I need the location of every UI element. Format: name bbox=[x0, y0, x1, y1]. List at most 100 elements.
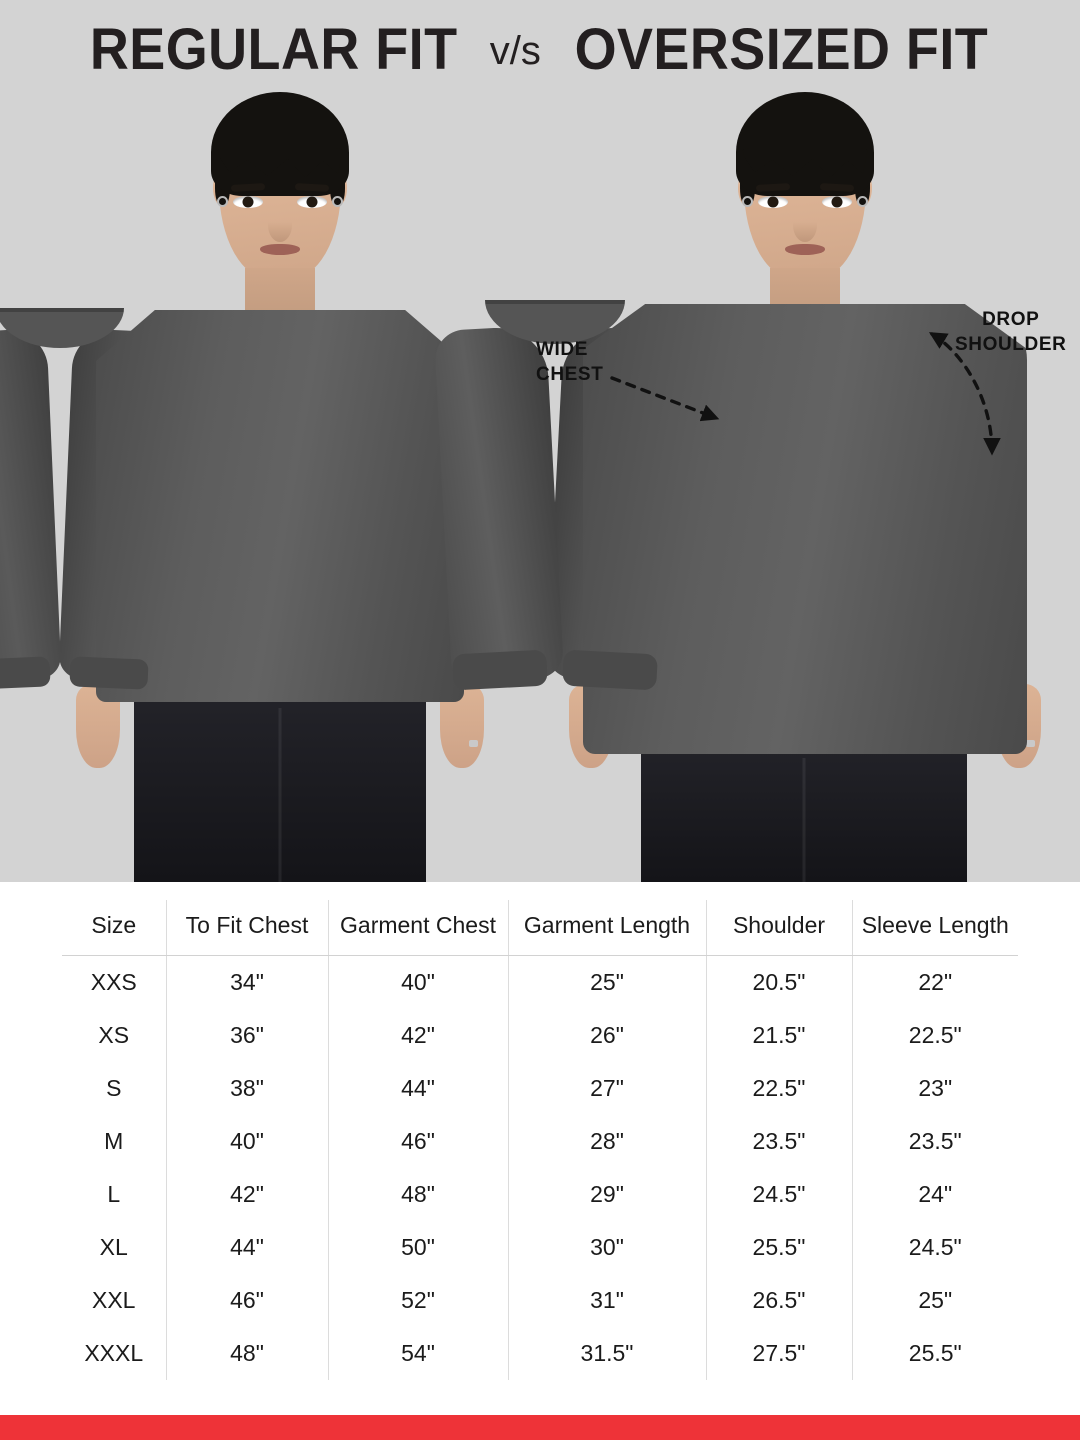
size-chart-table: Size To Fit Chest Garment Chest Garment … bbox=[62, 900, 1018, 1380]
jeans bbox=[134, 682, 426, 882]
jeans bbox=[641, 732, 967, 882]
cell-garment-chest: 46" bbox=[327, 1114, 508, 1168]
cell-to-fit-chest: 38" bbox=[165, 1061, 328, 1115]
cell-sleeve-length: 23.5" bbox=[851, 1114, 1018, 1168]
table-body: XXS 34" 40" 25" 20.5" 22" XS 36" 42" 26"… bbox=[62, 955, 1018, 1380]
shirt-body bbox=[96, 310, 464, 702]
cell-size: XL bbox=[99, 1233, 128, 1260]
cell-shoulder: 26.5" bbox=[705, 1273, 852, 1327]
cell-to-fit-chest: 46" bbox=[165, 1273, 328, 1327]
nose bbox=[793, 208, 817, 242]
cell-to-fit-chest: 48" bbox=[165, 1326, 328, 1380]
cell-to-fit-chest: 40" bbox=[165, 1114, 328, 1168]
finger-ring bbox=[1026, 740, 1035, 747]
cell-shoulder: 24.5" bbox=[705, 1167, 852, 1221]
annotation-arrows bbox=[610, 332, 1001, 456]
cell-sleeve-length: 23" bbox=[851, 1061, 1018, 1115]
cell-sleeve-length: 22.5" bbox=[851, 1008, 1018, 1062]
table-row: XL 44" 50" 30" 25.5" 24.5" bbox=[62, 1220, 1018, 1274]
eye-right bbox=[822, 196, 852, 208]
cell-size: XXL bbox=[92, 1286, 136, 1313]
title-regular-fit: REGULAR FIT bbox=[89, 17, 458, 82]
cell-garment-chest: 48" bbox=[327, 1167, 508, 1221]
pupil-left bbox=[767, 196, 779, 208]
model-head bbox=[730, 92, 880, 334]
cell-garment-length: 29" bbox=[507, 1167, 706, 1221]
cell-garment-chest: 40" bbox=[327, 955, 508, 1009]
cell-to-fit-chest: 36" bbox=[165, 1008, 328, 1062]
table-row: S 38" 44" 27" 22.5" 23" bbox=[62, 1061, 1018, 1115]
eye-right bbox=[297, 196, 327, 208]
hero-panel: REGULAR FIT v/s OVERSIZED FIT bbox=[0, 0, 1080, 882]
table-row: M 40" 46" 28" 23.5" 23.5" bbox=[62, 1114, 1018, 1168]
mouth bbox=[260, 244, 300, 255]
cell-size: L bbox=[107, 1180, 121, 1207]
cell-garment-chest: 44" bbox=[327, 1061, 508, 1115]
cell-sleeve-length: 25" bbox=[851, 1273, 1018, 1327]
wide-chest-label-line1: WIDE bbox=[536, 339, 589, 360]
cell-sleeve-length: 24" bbox=[851, 1167, 1018, 1221]
cell-garment-length: 25" bbox=[507, 955, 706, 1009]
cell-size: XS bbox=[98, 1021, 130, 1048]
cell-shoulder: 23.5" bbox=[705, 1114, 852, 1168]
title-versus-separator: v/s bbox=[489, 29, 541, 73]
cell-size: XXS bbox=[90, 968, 137, 995]
page-title: REGULAR FIT v/s OVERSIZED FIT bbox=[0, 16, 1080, 83]
cell-shoulder: 27.5" bbox=[705, 1326, 852, 1380]
bottom-accent-bar bbox=[0, 1415, 1080, 1440]
cell-garment-chest: 42" bbox=[327, 1008, 508, 1062]
cell-shoulder: 20.5" bbox=[705, 955, 852, 1009]
header-garment-length: Garment Length bbox=[507, 900, 706, 956]
nose bbox=[268, 208, 292, 242]
drop-shoulder-label: DROP SHOULDER bbox=[955, 308, 1066, 357]
table-header-row: Size To Fit Chest Garment Chest Garment … bbox=[62, 900, 1018, 956]
cell-garment-length: 30" bbox=[507, 1220, 706, 1274]
title-oversized-fit: OVERSIZED FIT bbox=[574, 17, 989, 82]
drop-shoulder-label-line2: SHOULDER bbox=[955, 333, 1067, 355]
mouth bbox=[785, 244, 825, 255]
table-row: XXXL 48" 54" 31.5" 27.5" 25.5" bbox=[62, 1326, 1018, 1380]
table-row: XXL 46" 52" 31" 26.5" 25" bbox=[62, 1273, 1018, 1327]
pupil-left bbox=[242, 196, 254, 208]
header-sleeve-length: Sleeve Length bbox=[851, 900, 1018, 956]
table-row: XXS 34" 40" 25" 20.5" 22" bbox=[62, 955, 1018, 1009]
earring-left bbox=[742, 196, 753, 207]
cell-shoulder: 22.5" bbox=[705, 1061, 852, 1115]
wide-chest-arrow bbox=[610, 376, 720, 422]
regular-fit-model bbox=[0, 92, 500, 882]
header-to-fit-chest: To Fit Chest bbox=[165, 900, 328, 956]
cell-garment-length: 31.5" bbox=[507, 1326, 706, 1380]
cell-size: M bbox=[104, 1127, 124, 1154]
cell-garment-length: 28" bbox=[507, 1114, 706, 1168]
cell-sleeve-length: 22" bbox=[851, 955, 1018, 1009]
header-shoulder: Shoulder bbox=[705, 900, 852, 956]
drop-shoulder-arrow bbox=[928, 332, 1001, 456]
cell-garment-chest: 50" bbox=[327, 1220, 508, 1274]
cell-garment-chest: 54" bbox=[327, 1326, 508, 1380]
header-size: Size bbox=[62, 900, 166, 956]
pupil-right bbox=[831, 196, 843, 208]
oversized-fit-model bbox=[433, 92, 1055, 882]
cell-to-fit-chest: 44" bbox=[165, 1220, 328, 1274]
table-row: XS 36" 42" 26" 21.5" 22.5" bbox=[62, 1008, 1018, 1062]
model-head bbox=[205, 92, 355, 326]
cell-garment-length: 26" bbox=[507, 1008, 706, 1062]
pupil-right bbox=[306, 196, 318, 208]
model-hair bbox=[211, 92, 349, 196]
cell-size: XXXL bbox=[84, 1339, 144, 1366]
drop-shoulder-label-line1: DROP bbox=[982, 309, 1040, 330]
cell-garment-chest: 52" bbox=[327, 1273, 508, 1327]
table-row: L 42" 48" 29" 24.5" 24" bbox=[62, 1167, 1018, 1221]
wide-chest-label: WIDE CHEST bbox=[536, 338, 603, 387]
cell-shoulder: 21.5" bbox=[705, 1008, 852, 1062]
finger-ring bbox=[469, 740, 478, 747]
wide-chest-label-line2: CHEST bbox=[536, 363, 604, 385]
eye-left bbox=[233, 196, 263, 208]
cell-sleeve-length: 25.5" bbox=[851, 1326, 1018, 1380]
cell-to-fit-chest: 34" bbox=[165, 955, 328, 1009]
earring-right bbox=[857, 196, 868, 207]
cell-shoulder: 25.5" bbox=[705, 1220, 852, 1274]
model-hair bbox=[736, 92, 874, 196]
size-table-section: Size To Fit Chest Garment Chest Garment … bbox=[0, 882, 1080, 1415]
cell-garment-length: 31" bbox=[507, 1273, 706, 1327]
